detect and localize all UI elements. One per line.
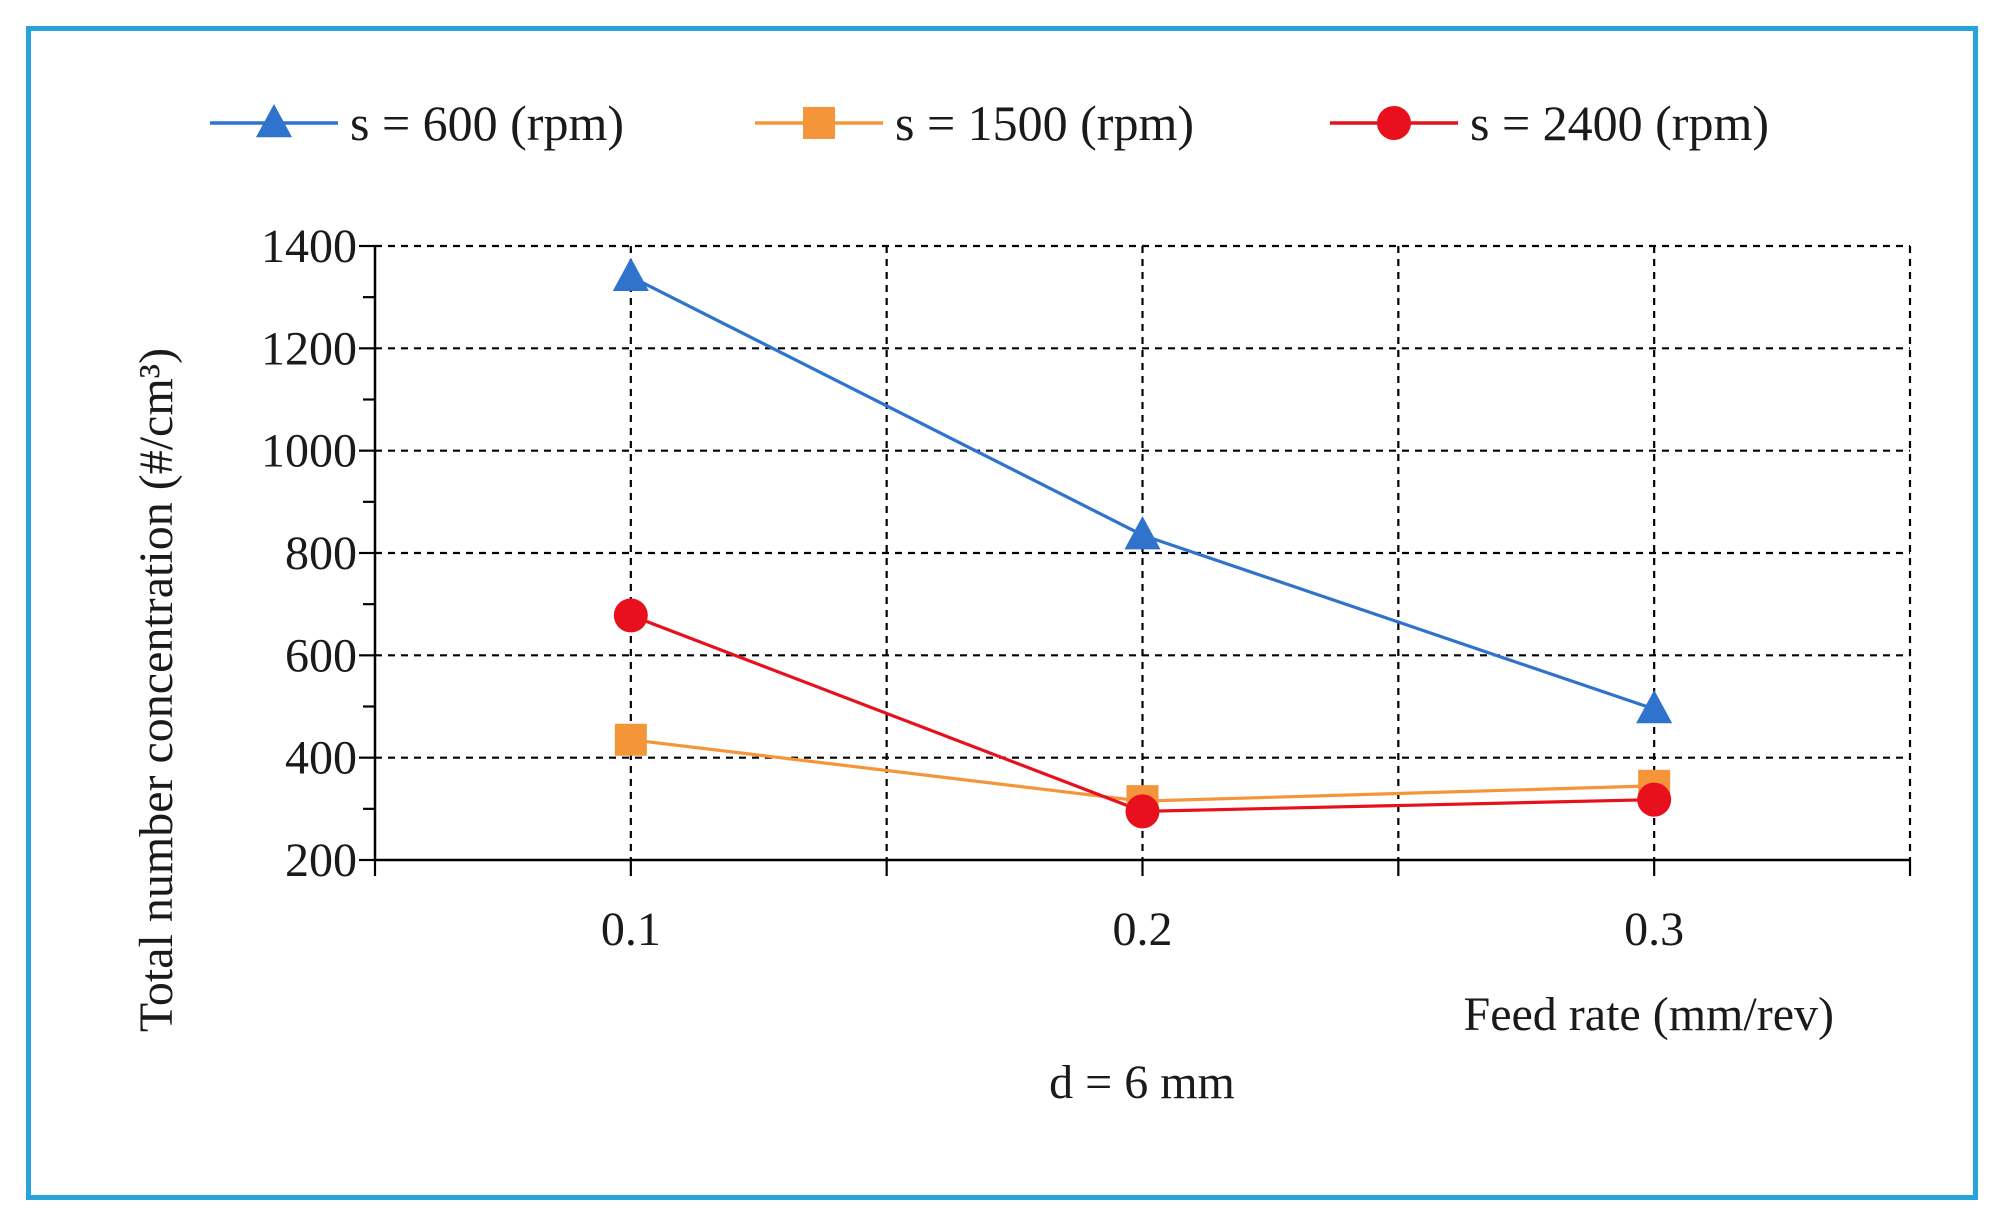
legend-label-3: s = 2400 (rpm) — [1470, 95, 1769, 151]
data-point-s2-1 — [614, 723, 647, 756]
legend-marker-1 — [255, 104, 293, 138]
legend: s = 600 (rpm) s = 1500 (rpm) s = 2400 (rpm… — [210, 95, 1769, 151]
x-tick-label: 0.2 — [1113, 903, 1173, 956]
data-point-s3-3 — [1637, 782, 1672, 817]
axes: 200 400 600 800 1000 1200 1400 0.1 0.2 0.3 — [261, 220, 1912, 956]
data-point-s3-2 — [1125, 794, 1160, 829]
data-point-s1-3 — [1636, 690, 1673, 724]
legend-label-1: s = 600 (rpm) — [350, 95, 624, 151]
y-tick-label: 400 — [285, 732, 357, 785]
y-tick-label: 600 — [285, 629, 357, 682]
y-tick-label: 200 — [285, 834, 357, 887]
legend-marker-3 — [1377, 106, 1411, 140]
legend-marker-2 — [803, 107, 835, 139]
x-axis-label: Feed rate (mm/rev) — [1464, 988, 1835, 1041]
y-tick-label: 1000 — [261, 425, 357, 478]
data-point-s1-2 — [1124, 516, 1161, 550]
y-tick-label: 800 — [285, 527, 357, 580]
series-group — [612, 257, 1673, 829]
x-tick-label: 0.3 — [1624, 903, 1684, 956]
grid-lines — [375, 244, 1912, 860]
chart-frame — [26, 26, 1978, 1200]
data-point-s1-1 — [612, 257, 649, 291]
x-tick-label: 0.1 — [601, 903, 661, 956]
chart-caption: d = 6 mm — [1049, 1056, 1235, 1109]
y-tick-label: 1200 — [261, 322, 357, 375]
legend-label-2: s = 1500 (rpm) — [895, 95, 1194, 151]
y-axis-label: Total number concentration (#/cm³) — [130, 348, 183, 1032]
y-tick-label: 1400 — [261, 220, 357, 273]
data-point-s3-1 — [613, 598, 648, 633]
